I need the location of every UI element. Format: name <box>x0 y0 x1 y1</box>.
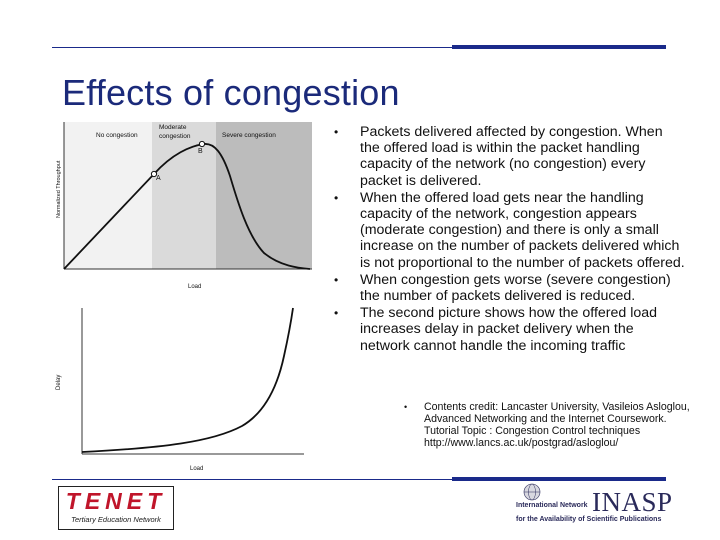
bullet-item: • The second picture shows how the offere… <box>334 305 686 354</box>
zone-severe-label: Severe congestion <box>222 132 276 139</box>
globe-icon <box>523 483 541 501</box>
point-b-marker <box>198 140 206 148</box>
point-a-label: A <box>156 175 161 182</box>
inasp-logo: INASP International Network for the Avai… <box>510 483 673 529</box>
bullet-dot: • <box>404 402 408 412</box>
throughput-y-label: Normalized Throughput <box>56 160 62 218</box>
tenet-tagline: Tertiary Education Network <box>71 515 161 524</box>
bullet-item: • When congestion gets worse (severe cong… <box>334 272 686 304</box>
throughput-curve <box>63 143 311 270</box>
slide-title: Effects of congestion <box>62 72 400 113</box>
bullet-text: Packets delivered affected by congestion… <box>360 124 663 189</box>
bullet-text: When congestion gets worse (severe conge… <box>360 271 671 305</box>
zone-severe-congestion <box>216 122 312 269</box>
bottom-rule-thin <box>52 479 452 480</box>
bullet-dot: • <box>334 306 339 321</box>
tenet-logo: TENET Tertiary Education Network <box>58 486 174 530</box>
bullet-list: • Packets delivered affected by congestio… <box>334 124 686 355</box>
delay-y-label: Delay <box>56 375 62 390</box>
bottom-rule-thick <box>452 477 666 481</box>
zone-moderate-label-2: congestion <box>159 133 191 140</box>
zone-moderate-label-1: Moderate <box>159 124 187 131</box>
throughput-figure: A B No congestion Moderate congestion Se… <box>56 122 312 290</box>
congestion-figures: A B No congestion Moderate congestion Se… <box>56 122 312 472</box>
point-a-marker <box>150 170 158 178</box>
zone-no-label: No congestion <box>96 132 138 139</box>
bullet-text: When the offered load gets near the hand… <box>360 189 685 271</box>
inasp-tagline-1: International Network <box>516 502 588 509</box>
bullet-dot: • <box>334 272 339 287</box>
bullet-item: • Packets delivered affected by congestio… <box>334 124 686 189</box>
bullet-text: The second picture shows how the offered… <box>360 305 658 354</box>
inasp-tagline-2: for the Availability of Scientific Publi… <box>516 516 662 523</box>
delay-figure: Load Delay <box>56 307 304 472</box>
credit-item: • Contents credit: Lancaster University, … <box>404 401 694 449</box>
bullet-item: • When the offered load gets near the han… <box>334 190 686 271</box>
credit-list: • Contents credit: Lancaster University, … <box>404 401 694 449</box>
tenet-wordmark: TENET <box>65 488 167 514</box>
delay-x-label: Load <box>190 466 203 472</box>
bullet-dot: • <box>334 125 339 139</box>
throughput-x-label: Load <box>188 284 201 290</box>
zone-no-congestion <box>64 122 152 269</box>
zone-moderate-congestion <box>152 122 216 269</box>
top-rule-thick <box>452 45 666 49</box>
bullet-dot: • <box>334 190 339 205</box>
credit-text: Contents credit: Lancaster University, V… <box>424 401 690 449</box>
top-rule-thin <box>52 47 452 48</box>
delay-curve <box>81 307 294 453</box>
point-b-label: B <box>198 148 203 155</box>
inasp-wordmark: INASP <box>592 487 673 517</box>
